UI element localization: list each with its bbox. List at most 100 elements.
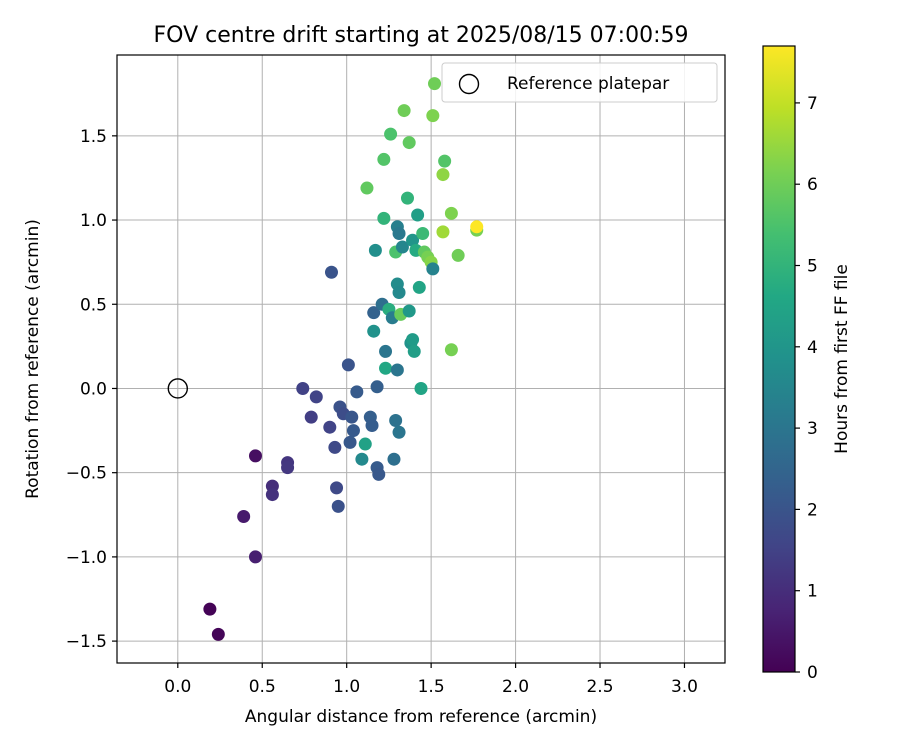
data-point (387, 452, 401, 466)
y-tick-label: 0.5 (80, 295, 107, 315)
data-point (323, 420, 337, 434)
data-point (392, 425, 406, 439)
data-point (296, 381, 310, 395)
colorbar-tick-label: 2 (807, 500, 818, 520)
x-tick-label: 2.5 (586, 677, 613, 697)
grid-lines (117, 55, 725, 663)
colorbar-gradient (762, 45, 796, 673)
data-point (377, 211, 391, 225)
data-point (328, 440, 342, 454)
y-tick-label: −1.5 (66, 632, 107, 652)
data-point (350, 385, 364, 399)
data-point (370, 380, 384, 394)
data-point (392, 285, 406, 299)
data-point (412, 280, 426, 294)
data-point (343, 435, 357, 449)
colorbar-label: Hours from first FF file (832, 264, 852, 454)
data-point (372, 467, 386, 481)
data-point (402, 304, 416, 318)
data-point (389, 413, 403, 427)
data-point (395, 240, 409, 254)
data-point (402, 136, 416, 150)
colorbar-tick-label: 4 (807, 338, 818, 358)
colorbar-tick-label: 6 (807, 175, 818, 195)
y-axis-label: Rotation from reference (arcmin) (23, 219, 43, 499)
data-point (237, 509, 251, 523)
data-point (426, 262, 440, 276)
data-point (428, 77, 442, 91)
data-point (368, 243, 382, 257)
data-point (390, 363, 404, 377)
data-point (367, 324, 381, 338)
data-point (436, 225, 450, 239)
data-point (379, 361, 393, 375)
colorbar: 0 1 2 3 4 5 6 7 Hours from first FF file (762, 45, 852, 683)
data-point (392, 227, 406, 241)
data-point (397, 104, 411, 118)
data-point (360, 181, 374, 195)
data-point (281, 461, 295, 475)
colorbar-tick-label: 7 (807, 94, 818, 114)
data-point (436, 168, 450, 182)
legend: Reference platepar (441, 62, 718, 103)
y-tick-label: 0.0 (80, 379, 107, 399)
data-point (406, 233, 420, 247)
data-point (411, 208, 425, 222)
data-point (451, 248, 465, 262)
reference-platepar-marker (167, 378, 189, 399)
x-tick-label: 1.0 (333, 677, 360, 697)
y-tick-label: −1.0 (66, 548, 107, 568)
data-point (248, 449, 262, 463)
data-point (444, 343, 458, 357)
colorbar-tick-label: 0 (807, 663, 818, 683)
y-tick-label: 1.0 (80, 211, 107, 231)
data-point (309, 390, 323, 404)
y-tick-label: −0.5 (66, 464, 107, 484)
data-point (304, 410, 318, 424)
colorbar-tick-label: 3 (807, 419, 818, 439)
data-point (203, 602, 217, 616)
data-point (406, 333, 420, 347)
data-point (438, 154, 452, 168)
colorbar-tick-label: 5 (807, 257, 818, 277)
data-point (330, 481, 344, 495)
data-points (203, 77, 484, 641)
plot-frame (116, 54, 726, 664)
legend-label-reference-platepar: Reference platepar (507, 74, 669, 94)
data-point (377, 152, 391, 166)
colorbar-ticks: 0 1 2 3 4 5 6 7 (795, 94, 818, 683)
chart-title: FOV centre drift starting at 2025/08/15 … (154, 23, 689, 48)
data-point (444, 206, 458, 220)
data-point (407, 344, 421, 358)
x-tick-label: 0.5 (249, 677, 276, 697)
x-tick-label: 1.5 (418, 677, 445, 697)
y-axis-ticks: −1.5 −1.0 −0.5 0.0 0.5 1.0 1.5 (66, 127, 117, 652)
colorbar-tick-label: 1 (807, 582, 818, 602)
data-point (379, 344, 393, 358)
data-point (355, 452, 369, 466)
data-point (341, 358, 355, 372)
y-tick-label: 1.5 (80, 127, 107, 147)
data-point (331, 499, 345, 513)
data-point (470, 220, 484, 234)
data-point (365, 419, 379, 433)
legend-marker-reference-platepar (458, 73, 480, 95)
x-tick-label: 3.0 (671, 677, 698, 697)
x-axis-label: Angular distance from reference (arcmin) (245, 707, 597, 727)
data-point (384, 127, 398, 141)
data-point (346, 424, 360, 438)
data-point (358, 437, 372, 451)
data-point (211, 627, 225, 641)
legend-box (441, 62, 718, 103)
data-point (265, 488, 279, 502)
x-axis-ticks: 0.0 0.5 1.0 1.5 2.0 2.5 3.0 (164, 663, 698, 697)
x-tick-label: 2.0 (502, 677, 529, 697)
data-point (414, 381, 428, 395)
data-point (324, 265, 338, 279)
data-point (416, 227, 430, 241)
data-point (345, 410, 359, 424)
data-point (400, 191, 414, 205)
data-point (248, 550, 262, 564)
data-point (426, 109, 440, 123)
